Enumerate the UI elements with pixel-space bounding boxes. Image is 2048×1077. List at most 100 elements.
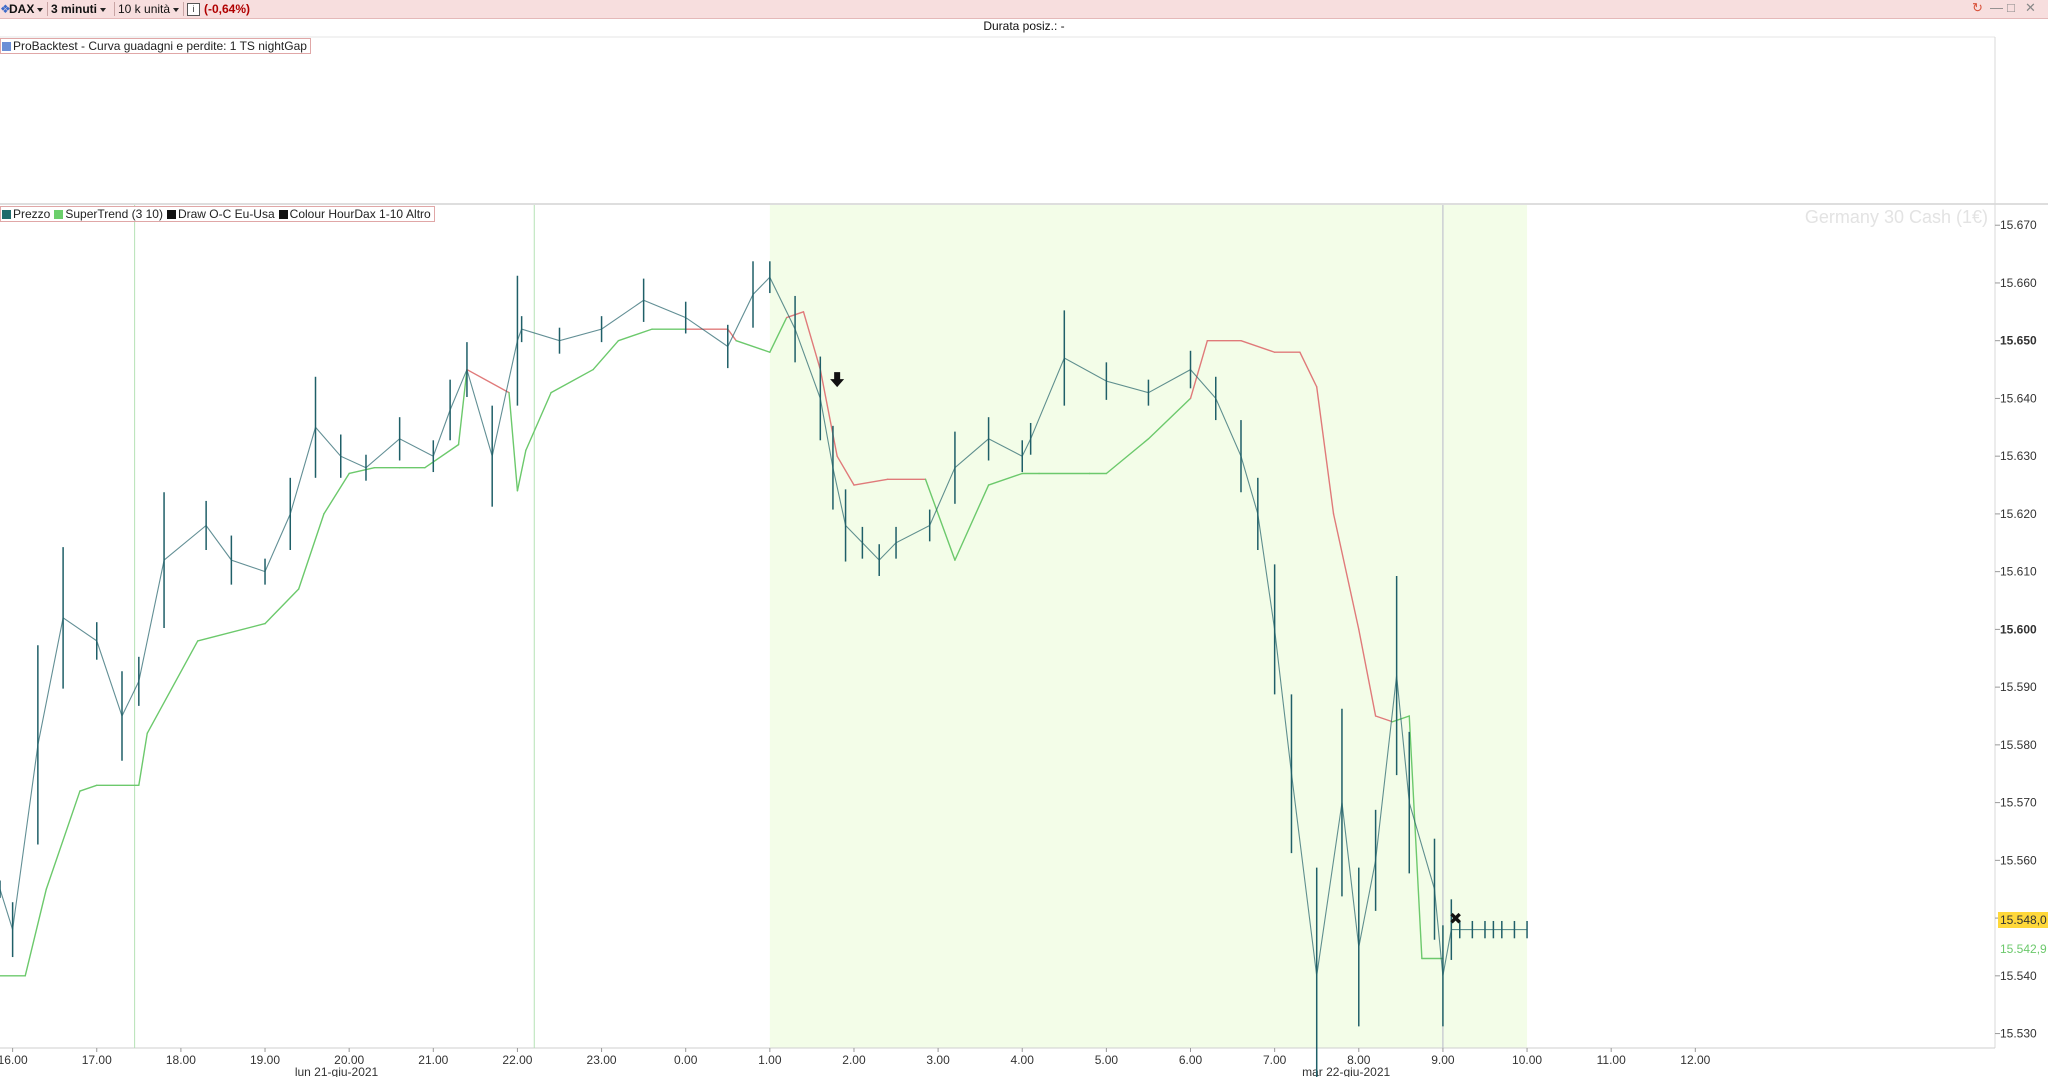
x-tick-label: 11.00 <box>1597 1053 1626 1067</box>
supertrend-segment <box>45 790 81 890</box>
instrument-icon: ❖ <box>0 2 11 16</box>
info-icon[interactable]: i <box>187 3 200 16</box>
x-tick-label: 22.00 <box>502 1053 532 1067</box>
y-tick-label: 15.560 <box>2000 853 2037 867</box>
maximize-icon[interactable]: □ <box>2007 0 2015 15</box>
y-tick-label: 15.580 <box>2000 738 2037 752</box>
backtest-legend[interactable]: ProBacktest - Curva guadagni e perdite: … <box>0 38 312 54</box>
supertrend-value-tag: 15.542,9 <box>1998 941 2048 957</box>
x-tick-label: 12.00 <box>1680 1053 1710 1067</box>
toolbar: ❖ DAX 3 minuti 10 k unità i (-0,64%) ↻ —… <box>0 0 2048 19</box>
y-tick-label: 15.640 <box>2000 391 2037 405</box>
session-shade <box>769 205 1528 1048</box>
y-tick-label: 15.630 <box>2000 449 2037 463</box>
supertrend-segment <box>138 732 148 786</box>
minimize-icon[interactable]: — <box>1990 0 2003 15</box>
supertrend-segment <box>853 478 889 486</box>
legend-label: Colour HourDax 1-10 <box>289 207 404 221</box>
supertrend-segment <box>735 339 771 353</box>
change-percent: (-0,64%) <box>204 2 251 16</box>
supertrend-segment <box>79 784 98 792</box>
supertrend-segment <box>508 391 519 492</box>
supertrend-segment <box>592 339 620 371</box>
timeframe-selector[interactable]: 3 minuti <box>51 1 107 17</box>
instrument-watermark: Germany 30 Cash (1€) <box>1805 207 1988 227</box>
supertrend-segment <box>457 368 468 446</box>
supertrend-segment <box>516 449 527 492</box>
legend-swatch <box>278 210 288 219</box>
supertrend-segment <box>954 484 990 561</box>
units-selector[interactable]: 10 k unità <box>118 1 180 17</box>
y-tick-label: 15.650 <box>2000 334 2037 348</box>
x-tick-label: 21.00 <box>418 1053 448 1067</box>
y-tick-label: 15.670 <box>2000 218 2037 232</box>
x-tick-label: 0.00 <box>674 1053 698 1067</box>
supertrend-segment <box>466 368 510 394</box>
legend-label: SuperTrend (3 10) <box>65 207 163 221</box>
price-line <box>0 276 1528 976</box>
supertrend-segment <box>836 455 855 486</box>
x-tick-label: 6.00 <box>1179 1053 1203 1067</box>
supertrend-segment <box>348 467 376 475</box>
supertrend-segment <box>1147 397 1192 440</box>
x-tick-label: 23.00 <box>587 1053 617 1067</box>
supertrend-segment <box>424 443 460 469</box>
x-tick-label: 19.00 <box>250 1053 280 1067</box>
supertrend-segment <box>1332 513 1360 631</box>
last-price-tag: 15.548,0 <box>1998 912 2048 928</box>
x-tick-label: 18.00 <box>166 1053 196 1067</box>
instrument-selector[interactable]: DAX <box>9 1 44 17</box>
x-tick-label: 10.00 <box>1512 1053 1542 1067</box>
supertrend-segment <box>24 888 47 977</box>
x-tick-label: 3.00 <box>926 1053 950 1067</box>
x-tick-label: 1.00 <box>758 1053 782 1067</box>
y-tick-label: 15.540 <box>2000 969 2037 983</box>
supertrend-segment <box>1105 438 1150 475</box>
x-tick-label: 4.00 <box>1011 1053 1035 1067</box>
x-tick-label: 20.00 <box>334 1053 364 1067</box>
y-tick-label: 15.660 <box>2000 276 2037 290</box>
supertrend-segment <box>1240 339 1276 353</box>
supertrend-segment <box>1189 339 1209 400</box>
sell-arrow-icon <box>830 372 845 388</box>
y-tick-label: 15.570 <box>2000 796 2037 810</box>
y-tick-label: 15.600 <box>2000 622 2037 636</box>
legend-item[interactable]: Draw O-C Eu-Usa <box>166 207 275 221</box>
date-label: mar 22-giu-2021 <box>1302 1065 1390 1077</box>
supertrend-segment <box>924 478 956 561</box>
supertrend-segment <box>146 640 199 735</box>
y-tick-label: 15.610 <box>2000 565 2037 579</box>
equity-curve-swatch <box>2 42 11 51</box>
y-tick-label: 15.620 <box>2000 507 2037 521</box>
legend-item[interactable]: Altro <box>406 207 431 221</box>
date-label: lun 21-giu-2021 <box>295 1065 379 1077</box>
legend-label: Altro <box>406 207 431 221</box>
legend-item[interactable]: Colour HourDax 1-10 <box>278 207 403 221</box>
supertrend-segment <box>1316 386 1335 515</box>
supertrend-segment <box>1374 715 1394 723</box>
legend-item[interactable]: SuperTrend (3 10) <box>53 207 163 221</box>
supertrend-segment <box>617 328 653 342</box>
legend-swatch <box>54 210 64 219</box>
x-tick-label: 7.00 <box>1263 1053 1287 1067</box>
supertrend-segment <box>1408 715 1423 960</box>
x-tick-label: 17.00 <box>82 1053 112 1067</box>
x-tick-label: 2.00 <box>842 1053 866 1067</box>
x-tick-label: 8.00 <box>1347 1053 1371 1067</box>
supertrend-segment <box>987 472 1023 486</box>
legend-swatch <box>2 210 11 219</box>
exit-cross-icon: ✖ <box>1449 909 1462 928</box>
supertrend-segment <box>323 472 350 515</box>
legend-label: Draw O-C Eu-Usa <box>177 207 275 221</box>
y-tick-label: 15.530 <box>2000 1027 2037 1041</box>
refresh-icon[interactable]: ↻ <box>1972 0 1983 15</box>
supertrend-segment <box>1299 351 1318 388</box>
legend-swatch <box>166 210 176 219</box>
legend-item[interactable]: Prezzo <box>1 207 50 221</box>
supertrend-segment <box>550 368 594 394</box>
x-tick-label: 16.00 <box>0 1053 28 1067</box>
price-legend[interactable]: Prezzo SuperTrend (3 10) Draw O-C Eu-Usa Co… <box>0 206 435 222</box>
supertrend-segment <box>525 391 552 452</box>
close-icon[interactable]: ✕ <box>2025 0 2036 15</box>
